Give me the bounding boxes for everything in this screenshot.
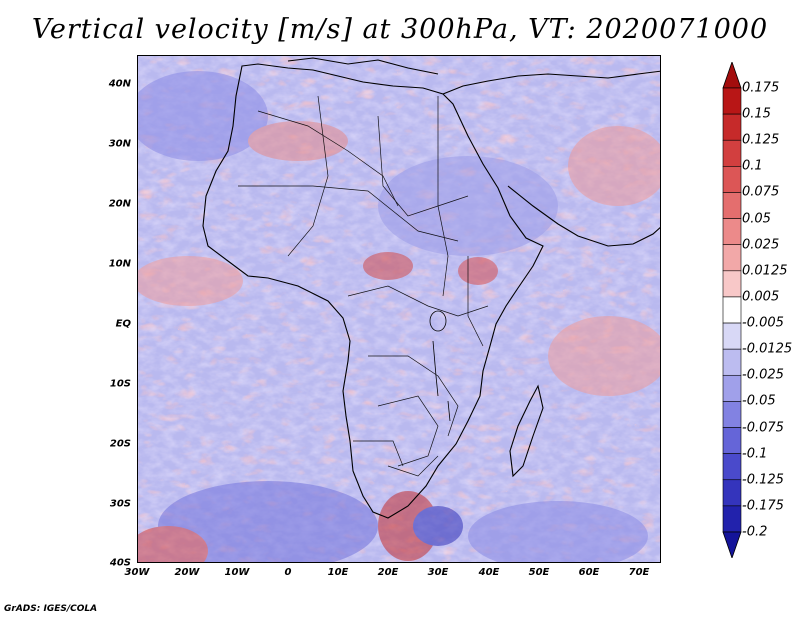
colorbar-cell	[722, 322, 742, 350]
colorbar-label: -0.05	[742, 393, 776, 409]
colorbar-cell	[722, 348, 742, 376]
lat-label-30s: 30S	[109, 498, 131, 510]
colorbar-cell	[722, 479, 742, 507]
lon-label-20w: 20W	[174, 567, 200, 578]
lon-label-30w: 30W	[124, 567, 150, 578]
colorbar-cell	[722, 87, 742, 115]
colorbar-label: 0.0125	[742, 263, 788, 279]
colorbar-label: -0.2	[742, 524, 768, 540]
colorbar-cell	[722, 192, 742, 219]
colorbar-label: 0.15	[742, 106, 771, 122]
map-plot	[137, 55, 661, 563]
lat-label-eq: EQ	[115, 318, 131, 330]
lon-label-10w: 10W	[224, 567, 250, 578]
lon-label-60e: 60E	[578, 567, 600, 578]
colorbar	[722, 62, 742, 558]
colorbar-cell	[722, 218, 742, 246]
colorbar-cell	[722, 453, 742, 481]
colorbar-cell	[722, 427, 742, 454]
colorbar-label: -0.005	[742, 315, 784, 331]
colorbar-label: 0.05	[742, 211, 771, 227]
lon-label-0: 0	[284, 567, 292, 578]
colorbar-top-triangle	[722, 62, 742, 89]
grads-credit: GrADS: IGES/COLA	[4, 604, 98, 614]
lon-label-70e: 70E	[628, 567, 650, 578]
lon-label-30e: 30E	[427, 567, 449, 578]
lon-label-50e: 50E	[528, 567, 550, 578]
lat-label-30n: 30N	[108, 138, 131, 150]
colorbar-cell	[722, 374, 742, 402]
colorbar-label: -0.0125	[742, 341, 793, 357]
colorbar-label: 0.075	[742, 184, 780, 200]
vertical-velocity-field	[138, 56, 660, 562]
colorbar-label: -0.175	[742, 498, 784, 514]
lat-label-10n: 10N	[108, 258, 131, 270]
lat-label-40s: 40S	[109, 557, 131, 569]
colorbar-cell	[722, 139, 742, 167]
colorbar-cell	[722, 166, 742, 193]
lon-label-10e: 10E	[327, 567, 349, 578]
colorbar-label: 0.125	[742, 132, 780, 148]
colorbar-cell	[722, 296, 742, 324]
colorbar-bottom-triangle	[722, 531, 742, 558]
colorbar-cell	[722, 113, 742, 141]
colorbar-cell	[722, 401, 742, 428]
lon-label-20e: 20E	[377, 567, 399, 578]
lat-label-10s: 10S	[109, 378, 131, 390]
colorbar-cell	[722, 244, 742, 272]
lat-label-20s: 20S	[109, 438, 131, 450]
colorbar-label: -0.075	[742, 420, 784, 436]
lon-label-40e: 40E	[478, 567, 500, 578]
lat-label-20n: 20N	[108, 198, 131, 210]
colorbar-label: -0.025	[742, 367, 784, 383]
colorbar-label: 0.1	[742, 158, 763, 174]
colorbar-label: -0.125	[742, 472, 784, 488]
colorbar-cell	[722, 505, 742, 533]
map-title: Vertical velocity [m/s] at 300hPa, VT: 2…	[31, 14, 769, 45]
colorbar-label: -0.1	[742, 446, 768, 462]
colorbar-label: 0.175	[742, 80, 780, 96]
colorbar-cell	[722, 270, 742, 298]
colorbar-label: 0.005	[742, 289, 780, 305]
colorbar-label: 0.025	[742, 237, 780, 253]
lat-label-40n: 40N	[108, 78, 131, 90]
